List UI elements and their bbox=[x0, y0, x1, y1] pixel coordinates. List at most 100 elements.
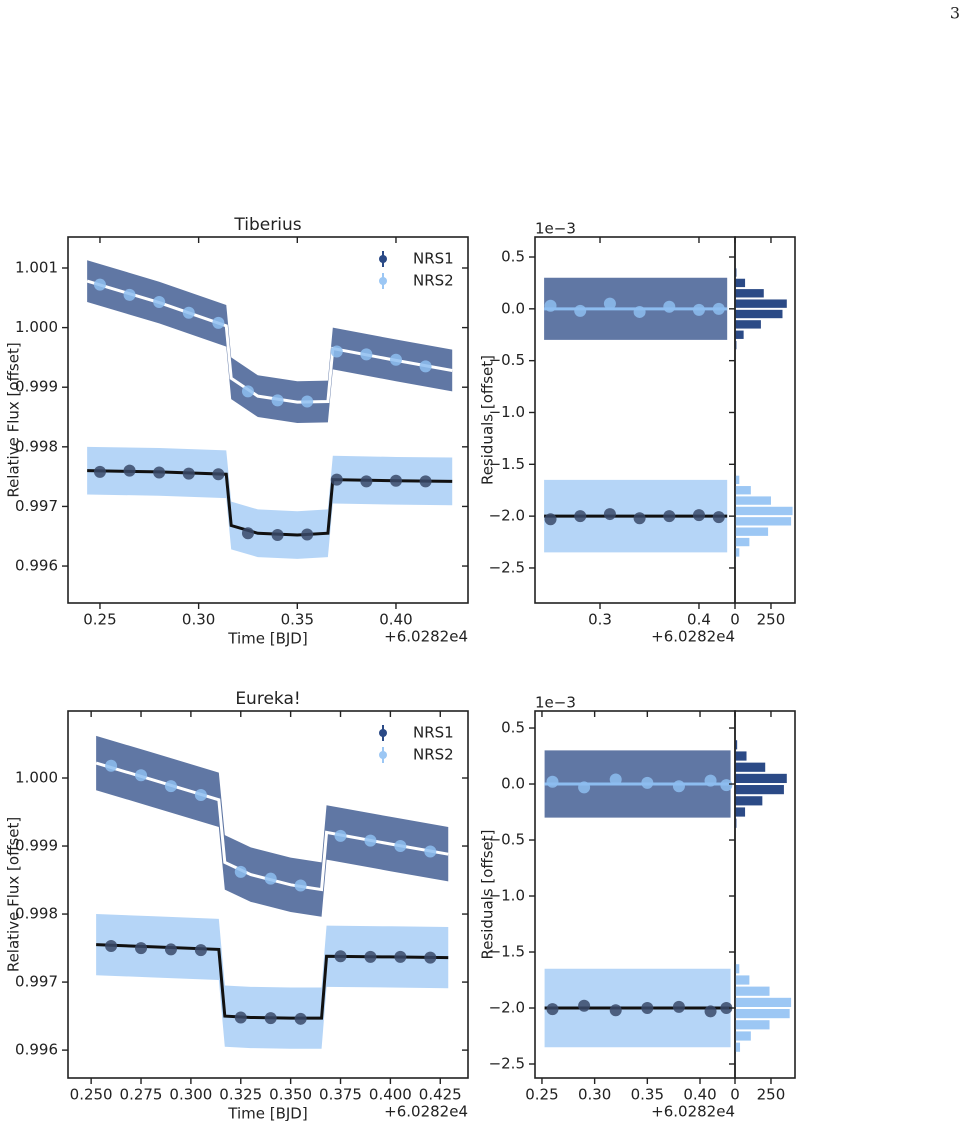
legend-marker bbox=[379, 255, 387, 263]
y-tick-label: −0.5 bbox=[489, 351, 525, 369]
x-tick-label: 0 bbox=[730, 611, 740, 629]
binned-point bbox=[672, 1000, 685, 1013]
binned-point bbox=[135, 942, 148, 955]
hist-bar bbox=[735, 278, 746, 288]
binned-point bbox=[633, 512, 646, 525]
hist-bar bbox=[735, 537, 750, 547]
hist-bar bbox=[735, 1031, 751, 1041]
binned-point bbox=[294, 1012, 307, 1025]
binned-point bbox=[330, 473, 343, 486]
hist-bar bbox=[735, 785, 784, 795]
y-tick-label: 0.999 bbox=[15, 378, 58, 396]
binned-point bbox=[153, 466, 166, 479]
chart: 0.250 0.275 0.300 0.325 0.350 0.375 0.400 0.425… bbox=[5, 689, 469, 1121]
page-number: 3 bbox=[950, 4, 960, 23]
hist-bar bbox=[735, 289, 764, 298]
hist-bar bbox=[735, 796, 763, 806]
x-tick-label: 0 bbox=[730, 1086, 740, 1104]
binned-point bbox=[182, 467, 195, 480]
chart: 0.25 0.30 0.35 0.40 0.996 0.997 0.998 0.999 1.00… bbox=[5, 215, 469, 648]
binned-point bbox=[578, 781, 591, 794]
y-tick-label: −1.5 bbox=[489, 943, 525, 961]
y-tick-label: 0.999 bbox=[15, 837, 58, 855]
x-tick-label: 0.3 bbox=[588, 611, 612, 629]
x-axis-label: Time [BJD] bbox=[227, 630, 307, 648]
hist-bar bbox=[735, 309, 783, 319]
y-tick-label: 1.000 bbox=[15, 769, 58, 787]
binned-point bbox=[123, 288, 136, 301]
y-axis-label: Relative Flux [offset] bbox=[5, 817, 23, 972]
legend-marker bbox=[379, 751, 387, 759]
y-tick-label: −2.5 bbox=[489, 558, 525, 576]
scatter-band bbox=[96, 914, 449, 1049]
legend-label: NRS2 bbox=[413, 746, 454, 764]
x-tick-label: 0.300 bbox=[169, 1086, 212, 1104]
plot-area bbox=[86, 260, 453, 559]
plot-area bbox=[95, 735, 449, 1049]
x-tick-label: 0.30 bbox=[578, 1086, 611, 1104]
plot-area bbox=[544, 750, 733, 1048]
legend-label: NRS2 bbox=[413, 272, 454, 290]
hist-bar bbox=[735, 773, 787, 784]
plot-area bbox=[735, 268, 793, 567]
binned-point bbox=[641, 1002, 654, 1015]
binned-point bbox=[105, 940, 118, 953]
hist-bar bbox=[735, 320, 761, 329]
y-tick-label: −2.5 bbox=[489, 1055, 525, 1073]
chart: 0.3 0.4 −2.5 −2.0 −1.5 −1.0 −0.5 0.0 0.5 +6.0282e… bbox=[479, 220, 736, 646]
binned-point bbox=[704, 1005, 717, 1018]
hist-bar bbox=[735, 762, 766, 772]
binned-point bbox=[394, 840, 407, 853]
y-tick-label: −2.0 bbox=[489, 999, 525, 1017]
x-tick-label: 0.350 bbox=[269, 1086, 312, 1104]
plot-area bbox=[544, 277, 728, 553]
y-tick-label: 0.997 bbox=[15, 497, 58, 515]
x-offset-label: +6.0282e4 bbox=[384, 628, 468, 646]
binned-point bbox=[294, 879, 307, 892]
y-tick-label: −2.0 bbox=[489, 507, 525, 525]
y-tick-label: 0.0 bbox=[501, 775, 525, 793]
x-tick-label: 0.35 bbox=[281, 611, 314, 629]
x-tick-label: 0.35 bbox=[631, 1086, 664, 1104]
binned-point bbox=[419, 475, 432, 488]
x-tick-label: 0.40 bbox=[379, 611, 412, 629]
hist-bar bbox=[735, 964, 740, 974]
hist-bar bbox=[735, 986, 770, 996]
binned-point bbox=[633, 305, 646, 318]
x-tick-label: 0.25 bbox=[525, 1086, 558, 1104]
binned-point bbox=[123, 464, 136, 477]
binned-point bbox=[609, 773, 622, 786]
binned-point bbox=[663, 510, 676, 523]
scatter-band bbox=[87, 260, 453, 423]
chart: 0 250 bbox=[730, 710, 796, 1104]
axes-frame bbox=[67, 236, 469, 604]
y-tick-label: −1.0 bbox=[489, 887, 525, 905]
hist-bar bbox=[735, 496, 771, 505]
binned-point bbox=[241, 385, 254, 398]
hist-bar bbox=[735, 486, 751, 495]
hist-bar bbox=[735, 1042, 741, 1052]
binned-point bbox=[574, 304, 587, 317]
x-tick-label: 0.250 bbox=[70, 1086, 113, 1104]
legend-marker bbox=[379, 729, 387, 737]
binned-point bbox=[194, 789, 207, 802]
binned-point bbox=[424, 845, 437, 858]
y-axis-label: Residuals [offset] bbox=[479, 829, 497, 959]
binned-point bbox=[164, 780, 177, 793]
hist-bar bbox=[735, 1009, 790, 1019]
binned-point bbox=[704, 774, 717, 787]
y-tick-label: 1.001 bbox=[15, 258, 58, 276]
binned-point bbox=[546, 1003, 559, 1016]
binned-point bbox=[692, 509, 705, 522]
binned-point bbox=[194, 944, 207, 957]
binned-point bbox=[234, 1011, 247, 1024]
y-tick-label: 0.998 bbox=[15, 905, 58, 923]
binned-point bbox=[105, 759, 118, 772]
hist-bar bbox=[735, 997, 792, 1008]
hist-bar bbox=[735, 506, 793, 516]
binned-point bbox=[153, 295, 166, 308]
binned-point bbox=[93, 278, 106, 291]
y-tick-label: 0.5 bbox=[501, 719, 525, 737]
binned-point bbox=[234, 865, 247, 878]
